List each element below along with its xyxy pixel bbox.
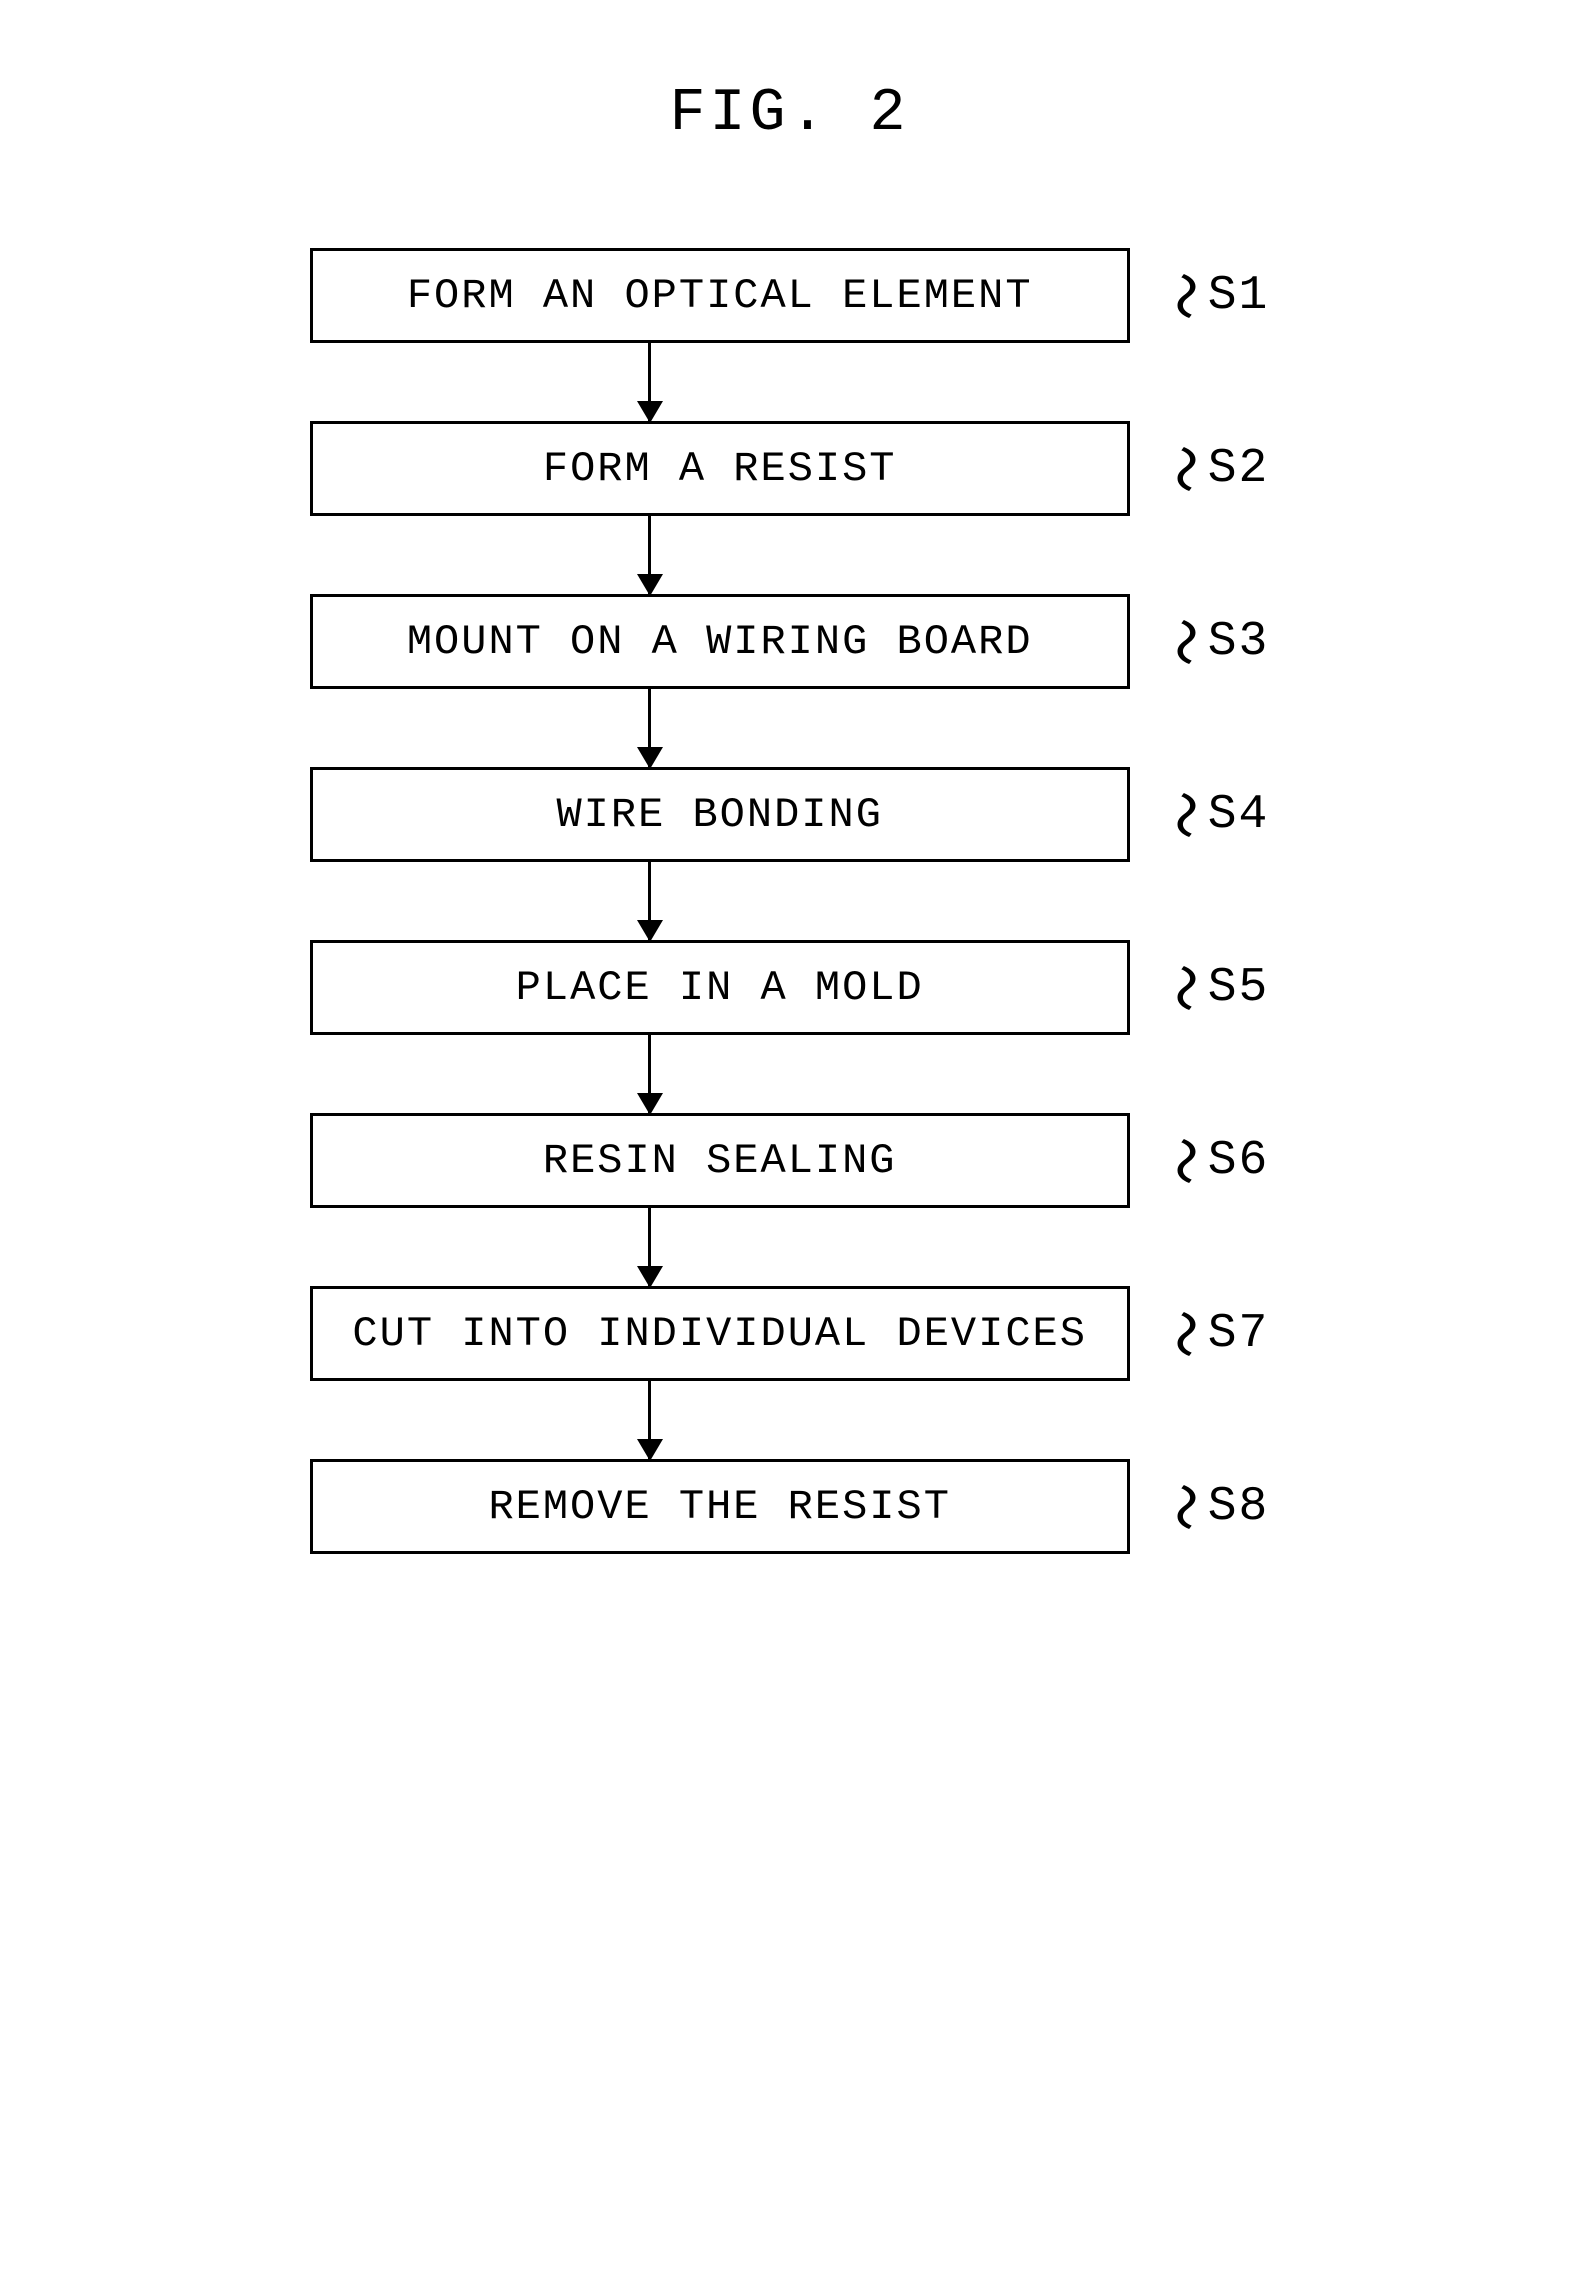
step-label-group: 〜 S6 xyxy=(1154,1134,1270,1188)
arrow-down-icon xyxy=(648,516,651,594)
step-row: FORM AN OPTICAL ELEMENT 〜 S1 xyxy=(310,248,1270,343)
step-row: REMOVE THE RESIST 〜 S8 xyxy=(310,1459,1270,1554)
step-box-s1: FORM AN OPTICAL ELEMENT xyxy=(310,248,1130,343)
arrow-container xyxy=(240,1035,1060,1113)
step-box-s5: PLACE IN A MOLD xyxy=(310,940,1130,1035)
arrow-row xyxy=(380,689,1200,767)
step-label-group: 〜 S7 xyxy=(1154,1307,1270,1361)
tilde-connector-icon: 〜 xyxy=(1144,444,1211,492)
step-label-s4: S4 xyxy=(1208,788,1270,842)
arrow-row xyxy=(380,862,1200,940)
arrow-container xyxy=(240,1381,1060,1459)
arrow-down-icon xyxy=(648,689,651,767)
step-label-s2: S2 xyxy=(1208,442,1270,496)
arrow-row xyxy=(380,516,1200,594)
step-row: RESIN SEALING 〜 S6 xyxy=(310,1113,1270,1208)
arrow-container xyxy=(240,1208,1060,1286)
figure-title: FIG. 2 xyxy=(669,80,909,148)
arrow-down-icon xyxy=(648,343,651,421)
tilde-connector-icon: 〜 xyxy=(1144,790,1211,838)
step-box-s8: REMOVE THE RESIST xyxy=(310,1459,1130,1554)
tilde-connector-icon: 〜 xyxy=(1144,963,1211,1011)
step-label-s5: S5 xyxy=(1208,961,1270,1015)
flowchart-container: FORM AN OPTICAL ELEMENT 〜 S1 FORM A RESI… xyxy=(310,248,1270,1554)
step-label-s6: S6 xyxy=(1208,1134,1270,1188)
arrow-container xyxy=(240,516,1060,594)
arrow-row xyxy=(380,1208,1200,1286)
tilde-connector-icon: 〜 xyxy=(1144,1482,1211,1530)
step-label-group: 〜 S4 xyxy=(1154,788,1270,842)
arrow-down-icon xyxy=(648,1381,651,1459)
step-row: PLACE IN A MOLD 〜 S5 xyxy=(310,940,1270,1035)
arrow-container xyxy=(240,343,1060,421)
tilde-connector-icon: 〜 xyxy=(1144,271,1211,319)
step-label-group: 〜 S3 xyxy=(1154,615,1270,669)
step-label-s7: S7 xyxy=(1208,1307,1270,1361)
step-row: WIRE BONDING 〜 S4 xyxy=(310,767,1270,862)
arrow-row xyxy=(380,1035,1200,1113)
step-box-s4: WIRE BONDING xyxy=(310,767,1130,862)
arrow-container xyxy=(240,689,1060,767)
step-label-s1: S1 xyxy=(1208,269,1270,323)
arrow-row xyxy=(380,1381,1200,1459)
step-label-group: 〜 S2 xyxy=(1154,442,1270,496)
tilde-connector-icon: 〜 xyxy=(1144,1309,1211,1357)
arrow-down-icon xyxy=(648,1208,651,1286)
step-box-s2: FORM A RESIST xyxy=(310,421,1130,516)
step-label-group: 〜 S1 xyxy=(1154,269,1270,323)
step-label-s8: S8 xyxy=(1208,1480,1270,1534)
arrow-row xyxy=(380,343,1200,421)
step-row: CUT INTO INDIVIDUAL DEVICES 〜 S7 xyxy=(310,1286,1270,1381)
arrow-down-icon xyxy=(648,1035,651,1113)
step-box-s3: MOUNT ON A WIRING BOARD xyxy=(310,594,1130,689)
step-label-group: 〜 S8 xyxy=(1154,1480,1270,1534)
step-row: FORM A RESIST 〜 S2 xyxy=(310,421,1270,516)
step-box-s7: CUT INTO INDIVIDUAL DEVICES xyxy=(310,1286,1130,1381)
step-label-group: 〜 S5 xyxy=(1154,961,1270,1015)
step-label-s3: S3 xyxy=(1208,615,1270,669)
arrow-down-icon xyxy=(648,862,651,940)
step-box-s6: RESIN SEALING xyxy=(310,1113,1130,1208)
arrow-container xyxy=(240,862,1060,940)
step-row: MOUNT ON A WIRING BOARD 〜 S3 xyxy=(310,594,1270,689)
tilde-connector-icon: 〜 xyxy=(1144,1136,1211,1184)
tilde-connector-icon: 〜 xyxy=(1144,617,1211,665)
